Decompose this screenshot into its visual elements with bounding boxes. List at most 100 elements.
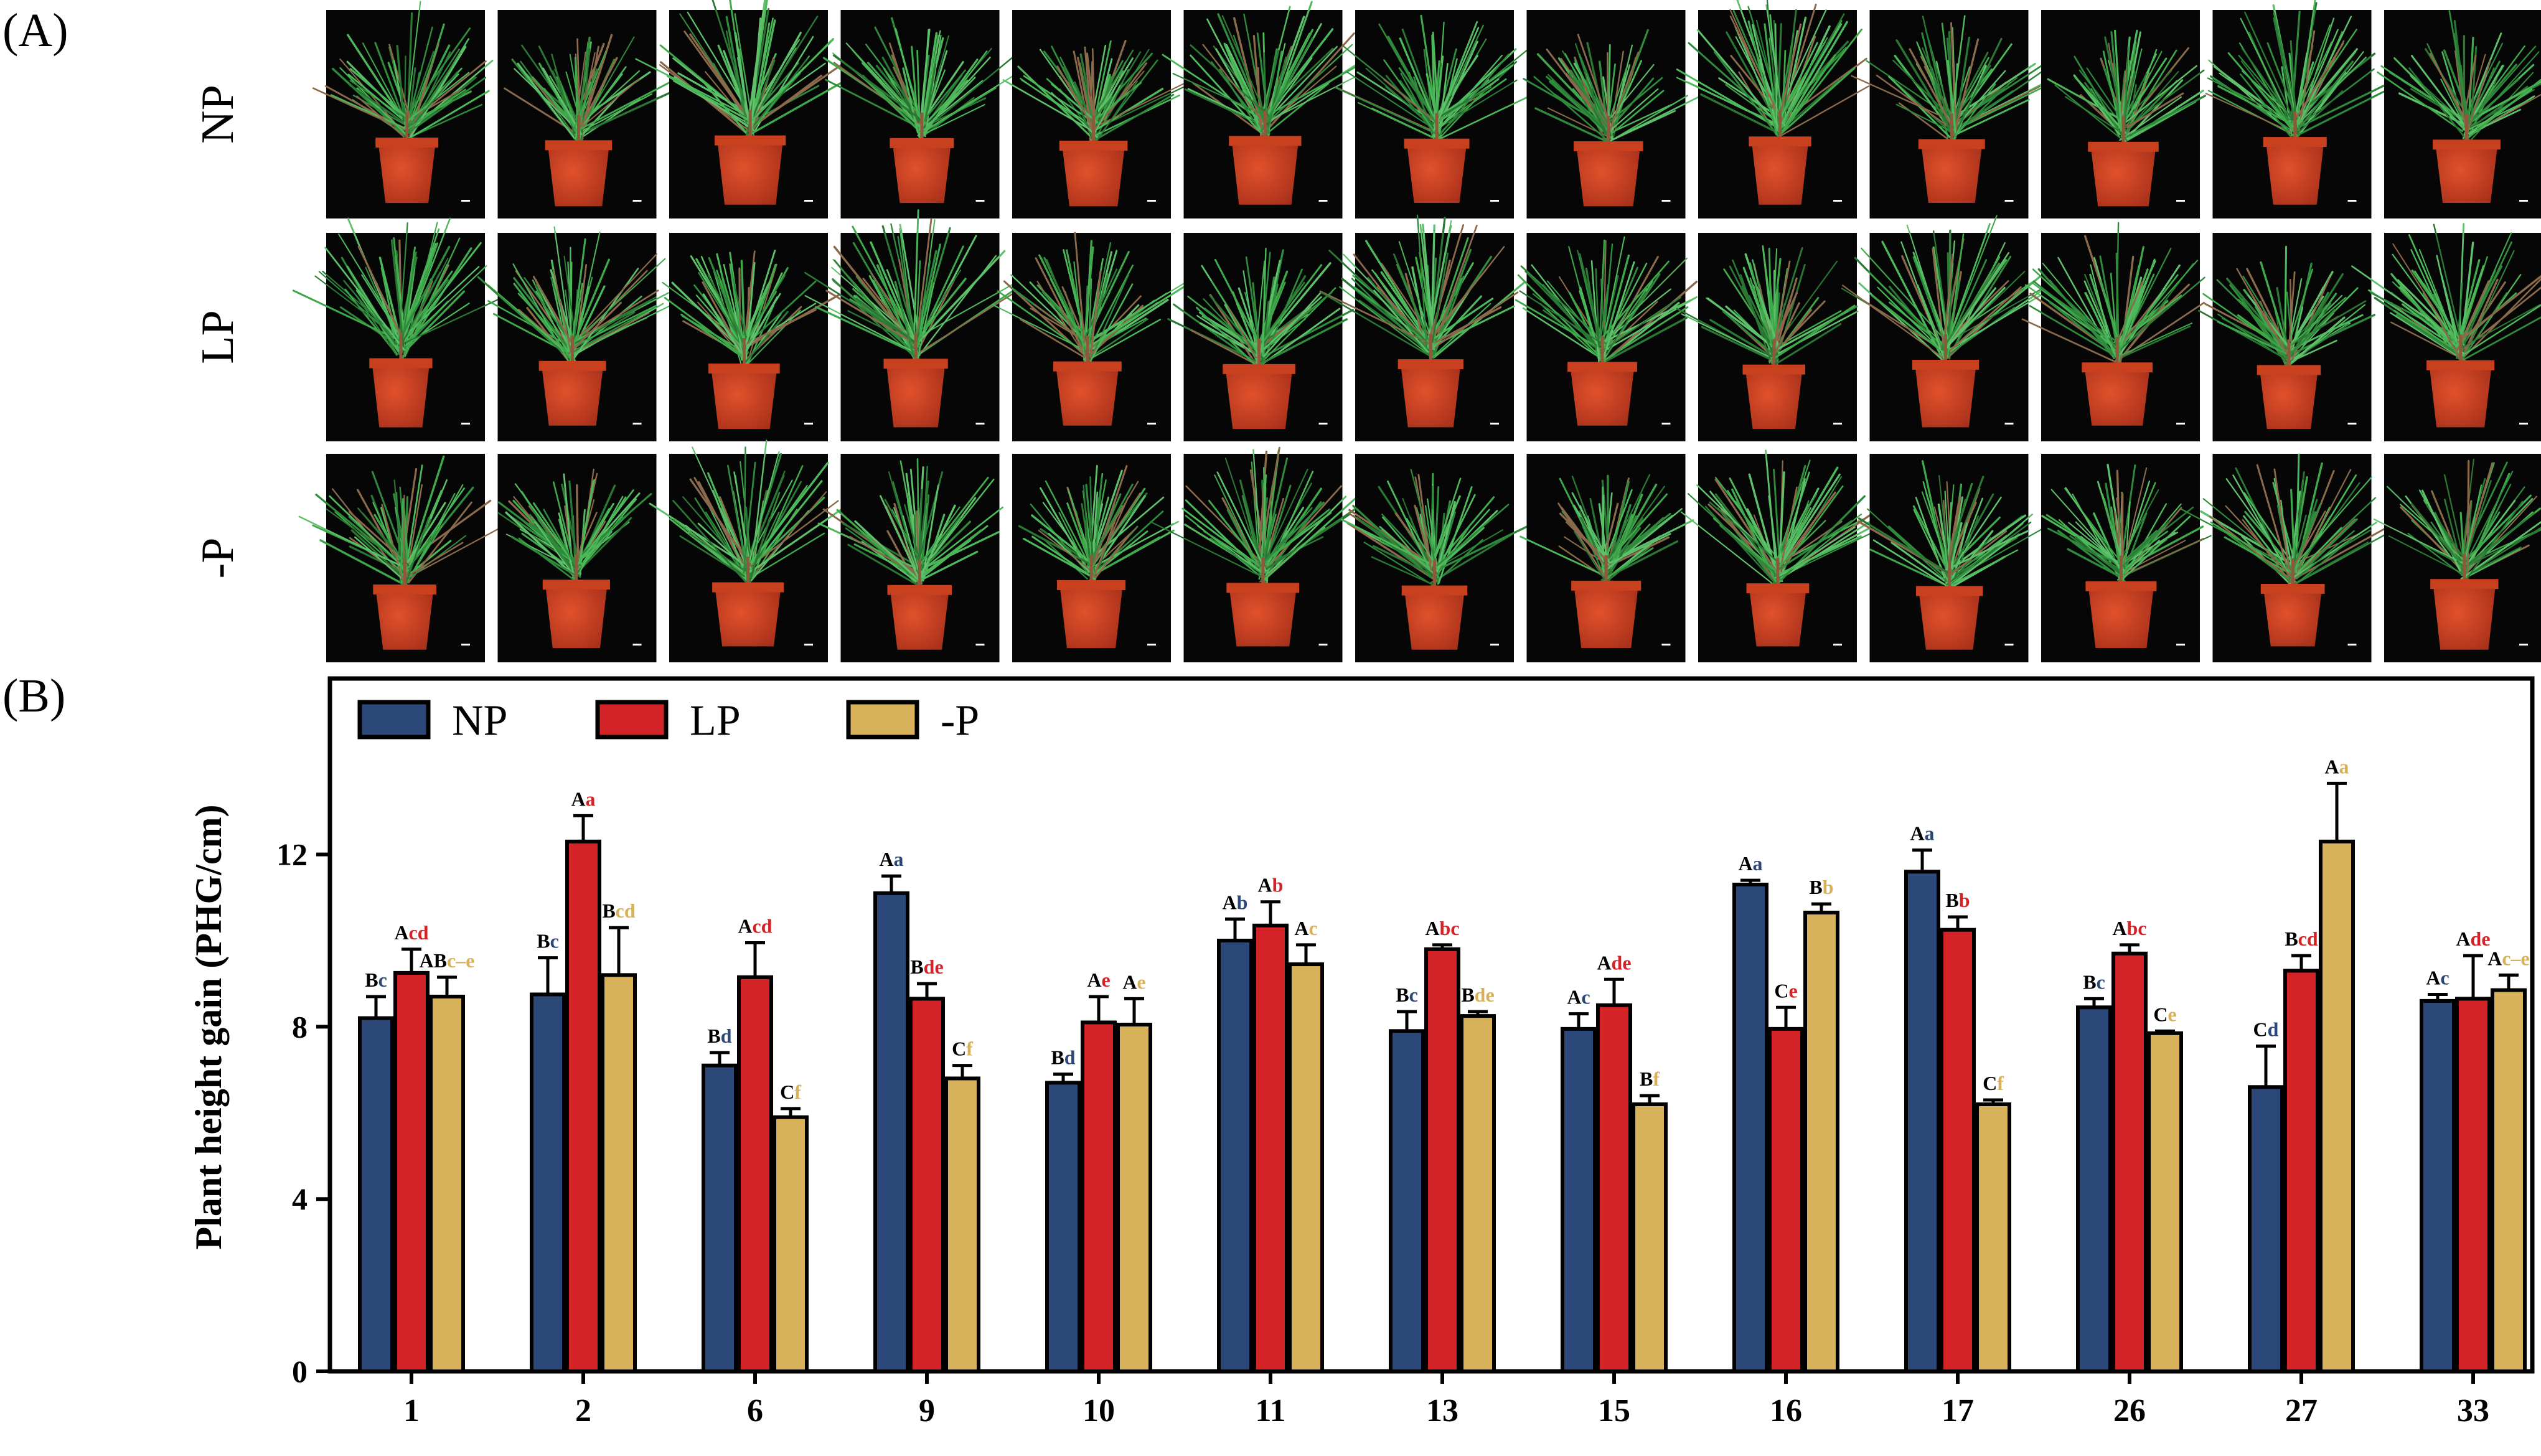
photo-LP-26 (2021, 222, 2205, 441)
bar-NP-1 (358, 1016, 394, 1374)
significance-label: Aa (2324, 755, 2349, 777)
photo-NP-6 (635, 0, 860, 218)
x-tick-label: 9 (919, 1393, 935, 1429)
x-tick-label: 33 (2457, 1393, 2489, 1429)
x-tick-label: 13 (1426, 1393, 1458, 1429)
photo-minusP-9 (817, 454, 1004, 662)
bar-LP-17 (1940, 928, 1976, 1373)
bar-NP-6 (702, 1063, 738, 1374)
bar-NP-33 (2420, 998, 2456, 1373)
photo-NP-2 (497, 10, 672, 218)
y-tick-label: 0 (292, 1354, 308, 1389)
row-label-3: -P (192, 538, 243, 579)
bar-minusP-15 (1632, 1102, 1668, 1373)
bar-LP-11 (1252, 923, 1289, 1373)
photo-LP-27 (2198, 233, 2376, 441)
photo-NP-13 (1334, 10, 1529, 218)
significance-label: Bc (365, 969, 387, 991)
legend-swatch-NP (357, 700, 431, 740)
panel-a-label: (A) (2, 4, 68, 57)
significance-label: Aa (879, 848, 903, 870)
significance-label: Bb (1945, 889, 1970, 911)
photo-LP-13 (1319, 214, 1526, 441)
photo-LP-17 (1841, 215, 2054, 441)
bar-minusP-2 (601, 973, 637, 1373)
legend-swatch-minusP (846, 700, 919, 740)
significance-label: Ade (2456, 928, 2490, 950)
x-tick-label: 2 (575, 1393, 591, 1429)
bar-minusP-13 (1460, 1014, 1496, 1373)
bar-LP-26 (2111, 951, 2148, 1373)
x-tick-label: 27 (2285, 1393, 2318, 1429)
significance-label: Ade (1597, 951, 1631, 974)
significance-label: Bd (1051, 1046, 1075, 1069)
photo-NP-33 (2377, 10, 2541, 218)
photo-LP-2 (477, 226, 677, 441)
x-tick-label: 16 (1770, 1393, 1802, 1429)
bar-minusP-6 (773, 1115, 809, 1373)
x-tick-label: 26 (2113, 1393, 2146, 1429)
significance-label: Acd (394, 921, 428, 944)
significance-label: Ac–e (2487, 947, 2530, 969)
bar-minusP-27 (2319, 839, 2355, 1373)
significance-label: Bcd (2285, 928, 2318, 950)
bar-LP-15 (1596, 1003, 1632, 1374)
photo-minusP-13 (1341, 454, 1532, 662)
y-tick-label: 8 (292, 1009, 308, 1044)
significance-label: Bb (1809, 876, 1833, 898)
photo-LP-11 (1167, 233, 1355, 441)
legend-swatch-LP (595, 700, 669, 740)
significance-label: Ae (1087, 969, 1110, 991)
photo-minusP-6 (649, 439, 843, 662)
bar-minusP-10 (1116, 1022, 1152, 1373)
bar-NP-2 (530, 992, 566, 1373)
y-tick-label: 4 (292, 1181, 308, 1216)
bar-LP-27 (2283, 969, 2319, 1373)
bar-NP-13 (1389, 1029, 1425, 1373)
significance-label: Bc (2083, 970, 2105, 993)
x-tick-label: 17 (1942, 1393, 1974, 1429)
photo-minusP-33 (2373, 454, 2541, 662)
significance-label: Bcd (602, 899, 636, 922)
bar-NP-17 (1904, 870, 1940, 1373)
bar-LP-10 (1081, 1020, 1117, 1373)
bar-NP-26 (2076, 1005, 2112, 1373)
significance-label: Ce (1774, 979, 1797, 1002)
photo-NP-10 (1002, 10, 1185, 218)
significance-label: Aa (571, 787, 595, 810)
x-tick-label: 6 (747, 1393, 763, 1429)
bar-minusP-16 (1803, 911, 1839, 1373)
significance-label: Cf (1983, 1072, 2004, 1094)
significance-label: Ac (2426, 967, 2449, 989)
bar-NP-9 (873, 891, 909, 1373)
bar-minusP-9 (944, 1076, 980, 1373)
significance-label: Ac (1294, 917, 1317, 939)
photo-LP-15 (1515, 233, 1698, 441)
panel-b-label: (B) (2, 670, 66, 722)
photo-NP-1 (312, 1, 494, 218)
bar-NP-27 (2248, 1085, 2284, 1374)
significance-label: Ab (1223, 891, 1248, 913)
significance-label: Cd (2253, 1018, 2279, 1041)
significance-label: Bf (1640, 1068, 1660, 1090)
photo-LP-33 (2351, 223, 2541, 441)
significance-label: Bc (1396, 984, 1418, 1006)
bar-NP-10 (1045, 1081, 1081, 1373)
photo-minusP-17 (1857, 454, 2043, 662)
significance-label: Cf (780, 1081, 801, 1103)
photo-NP-26 (2041, 10, 2207, 218)
significance-label: Bde (1461, 984, 1494, 1006)
x-tick-label: 11 (1255, 1393, 1285, 1429)
significance-label: Aa (1738, 852, 1762, 875)
significance-label: Ac (1567, 986, 1590, 1008)
bar-minusP-26 (2147, 1031, 2183, 1373)
significance-label: Ae (1122, 970, 1145, 993)
row-label-1: NP (192, 85, 243, 144)
significance-label: ABc–e (420, 949, 475, 972)
legend-label-minusP: -P (941, 697, 979, 745)
bar-LP-16 (1768, 1026, 1804, 1373)
bar-NP-16 (1732, 883, 1768, 1374)
photo-minusP-15 (1519, 454, 1694, 662)
bar-LP-13 (1424, 947, 1460, 1373)
